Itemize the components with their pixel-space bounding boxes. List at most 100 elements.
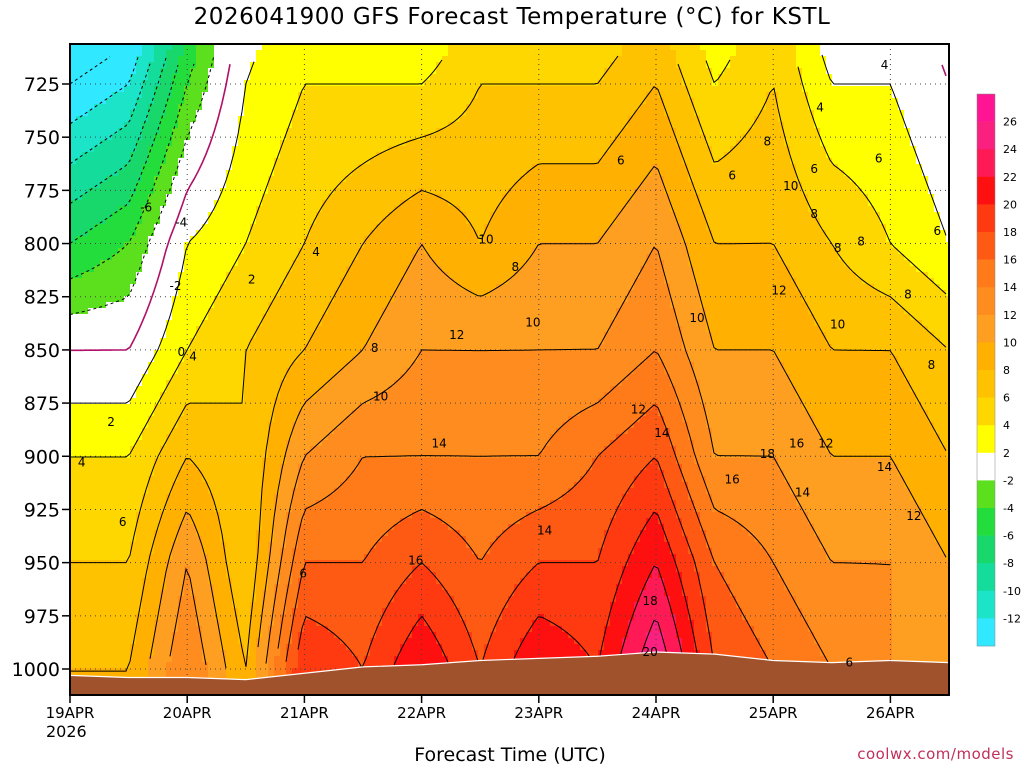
field-cell: [184, 602, 191, 609]
field-cell: [268, 140, 275, 147]
field-cell: [166, 164, 173, 171]
field-cell: [178, 212, 185, 219]
field-cell: [214, 500, 221, 507]
field-cell: [172, 662, 179, 669]
field-cell: [76, 356, 83, 363]
field-cell: [190, 110, 197, 117]
field-cell: [118, 248, 125, 255]
field-cell: [88, 308, 95, 315]
field-cell: [196, 218, 203, 225]
field-cell: [262, 212, 269, 219]
field-cell: [184, 548, 191, 555]
field-cell: [70, 92, 77, 99]
field-cell: [178, 314, 185, 321]
field-cell: [154, 80, 161, 87]
field-cell: [118, 626, 125, 633]
field-cell: [256, 650, 263, 657]
field-cell: [292, 554, 299, 561]
field-cell: [112, 68, 119, 75]
field-cell: [298, 494, 305, 501]
field-cell: [130, 308, 137, 315]
field-cell: [118, 56, 125, 63]
field-cell: [280, 668, 287, 675]
field-cell: [328, 164, 335, 171]
field-cell: [328, 146, 335, 153]
field-cell: [196, 476, 203, 483]
field-cell: [82, 128, 89, 135]
field-cell: [88, 296, 95, 303]
field-cell: [208, 182, 215, 189]
field-cell: [250, 662, 257, 669]
field-cell: [130, 602, 137, 609]
field-cell: [256, 416, 263, 423]
field-cell: [220, 452, 227, 459]
field-cell: [124, 230, 131, 237]
field-cell: [310, 302, 317, 309]
field-cell: [274, 344, 281, 351]
field-cell: [112, 278, 119, 285]
field-cell: [310, 446, 317, 453]
field-cell: [196, 320, 203, 327]
field-cell: [202, 212, 209, 219]
field-cell: [148, 410, 155, 417]
field-cell: [316, 464, 323, 471]
field-cell: [178, 266, 185, 273]
field-cell: [340, 50, 347, 57]
field-cell: [238, 230, 245, 237]
field-cell: [232, 602, 239, 609]
field-cell: [136, 230, 143, 237]
field-cell: [202, 278, 209, 285]
field-cell: [244, 92, 251, 99]
field-cell: [130, 254, 137, 261]
field-cell: [190, 140, 197, 147]
field-cell: [226, 542, 233, 549]
field-cell: [256, 614, 263, 621]
field-cell: [292, 50, 299, 57]
field-cell: [172, 380, 179, 387]
field-cell: [220, 314, 227, 321]
field-cell: [154, 590, 161, 597]
field-cell: [184, 458, 191, 465]
field-cell: [226, 134, 233, 141]
field-cell: [202, 230, 209, 237]
field-cell: [82, 620, 89, 627]
field-cell: [106, 290, 113, 297]
field-cell: [142, 572, 149, 579]
field-cell: [292, 446, 299, 453]
field-cell: [136, 638, 143, 645]
field-cell: [292, 374, 299, 381]
field-cell: [274, 200, 281, 207]
field-cell: [274, 476, 281, 483]
field-cell: [340, 308, 347, 315]
field-cell: [322, 86, 329, 93]
field-cell: [232, 458, 239, 465]
field-cell: [310, 158, 317, 165]
field-cell: [286, 182, 293, 189]
field-cell: [316, 134, 323, 141]
field-cell: [334, 122, 341, 129]
field-cell: [262, 104, 269, 111]
field-cell: [322, 206, 329, 213]
field-cell: [148, 170, 155, 177]
field-cell: [118, 578, 125, 585]
field-cell: [280, 44, 287, 51]
field-cell: [244, 248, 251, 255]
field-cell: [82, 338, 89, 345]
field-cell: [166, 104, 173, 111]
field-cell: [226, 458, 233, 465]
field-cell: [280, 374, 287, 381]
field-cell: [250, 674, 257, 681]
field-cell: [250, 326, 257, 333]
field-cell: [166, 464, 173, 471]
field-cell: [274, 374, 281, 381]
field-cell: [292, 206, 299, 213]
field-cell: [118, 284, 125, 291]
field-cell: [280, 632, 287, 639]
field-cell: [274, 614, 281, 621]
field-cell: [190, 92, 197, 99]
field-cell: [334, 524, 341, 531]
field-cell: [340, 350, 347, 357]
field-cell: [334, 542, 341, 549]
field-cell: [94, 374, 101, 381]
field-cell: [328, 398, 335, 405]
